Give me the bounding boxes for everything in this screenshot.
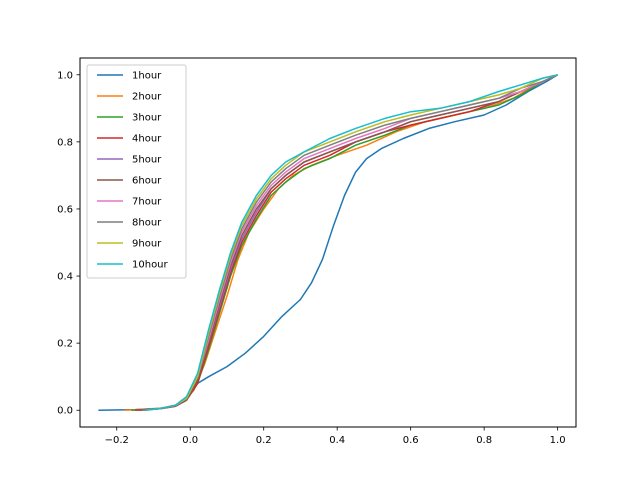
series-line-2hour <box>124 74 558 411</box>
x-tick-label: 0.4 <box>329 435 345 446</box>
legend-label-9hour: 9hour <box>132 239 162 250</box>
series-line-10hour <box>145 74 558 411</box>
y-tick-label: 0.4 <box>57 272 73 283</box>
x-tick-label: 0.8 <box>476 435 492 446</box>
plot-frame <box>79 57 577 428</box>
y-tick-label: 0.6 <box>57 204 73 215</box>
y-tick-label: 1.0 <box>57 70 73 81</box>
legend-label-8hour: 8hour <box>132 218 162 229</box>
legend: 1hour 2hour 3hour 4hour 5hour 6hour 7hour 8hour… <box>86 64 187 279</box>
legend-label-7hour: 7hour <box>132 197 162 208</box>
legend-label-1hour: 1hour <box>132 71 162 82</box>
legend-label-4hour: 4hour <box>132 134 162 145</box>
x-tick-label: 0.6 <box>403 435 419 446</box>
y-tick-label: 0.0 <box>57 406 73 417</box>
x-tick-label: 0.0 <box>182 435 198 446</box>
series-line-3hour <box>131 74 558 411</box>
x-tick-label: −0.2 <box>105 435 129 446</box>
series-line-4hour <box>135 74 558 411</box>
legend-label-2hour: 2hour <box>132 92 162 103</box>
legend-box <box>86 64 187 279</box>
legend-label-6hour: 6hour <box>132 176 162 187</box>
x-tick-label: 1.0 <box>550 435 566 446</box>
x-axis: −0.2 0.0 0.2 0.4 0.6 0.8 1.0 <box>105 427 566 446</box>
legend-label-10hour: 10hour <box>132 260 169 271</box>
y-tick-label: 0.2 <box>57 339 73 350</box>
series-line-6hour <box>138 74 558 411</box>
legend-label-3hour: 3hour <box>132 113 162 124</box>
y-axis: 0.0 0.2 0.4 0.6 0.8 1.0 <box>57 70 80 417</box>
series-line-9hour <box>145 74 558 411</box>
series-lines <box>98 74 558 411</box>
legend-label-5hour: 5hour <box>132 155 162 166</box>
y-tick-label: 0.8 <box>57 137 73 148</box>
x-tick-label: 0.2 <box>256 435 272 446</box>
